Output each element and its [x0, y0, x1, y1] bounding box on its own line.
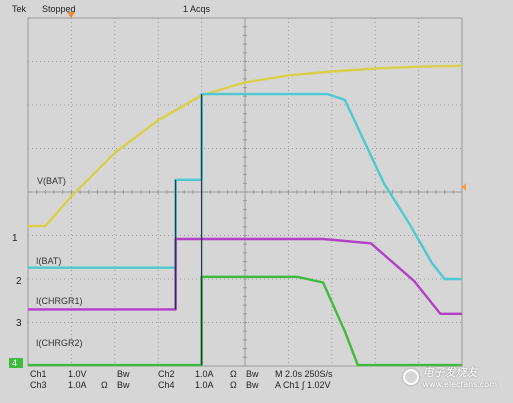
ch3-marker: 3	[16, 318, 22, 329]
ch3-name: Ch3	[30, 380, 47, 390]
ichrgr1-label: I(CHRGR1)	[36, 296, 83, 306]
ch2-name: Ch2	[158, 369, 175, 379]
ch4-name: Ch4	[158, 380, 175, 390]
waveform-traces	[28, 64, 463, 367]
ch4-marker-box	[9, 358, 23, 368]
brand-label: Tek	[12, 4, 27, 14]
timebase-readout: M 2.0s 250S/s	[275, 369, 333, 379]
ch4-bandwidth: Bw	[246, 380, 259, 390]
trigger-position-marker	[67, 12, 75, 18]
ichrgr2-label: I(CHRGR2)	[36, 338, 83, 348]
ch4-impedance: Ω	[230, 380, 237, 390]
scope-header: Tek Stopped 1 Acqs	[0, 0, 513, 18]
watermark-text: 电子发烧友	[422, 366, 478, 379]
acquisition-state: Stopped	[42, 4, 76, 14]
trigger-level-marker	[462, 183, 466, 191]
ch2-bandwidth: Bw	[246, 369, 259, 379]
trigger-readout: A Ch1 ∫ 1.02V	[275, 380, 331, 390]
vbat-trace	[28, 64, 463, 228]
ch3-impedance: Ω	[101, 380, 108, 390]
vbat-label: V(BAT)	[37, 176, 66, 186]
ch3-bandwidth: Bw	[117, 380, 130, 390]
ibat-label: I(BAT)	[36, 256, 61, 266]
ch1-scale: 1.0V	[68, 369, 87, 379]
acquisition-count: 1 Acqs	[183, 4, 211, 14]
ch4-scale: 1.0A	[195, 380, 214, 390]
ch2-marker: 2	[16, 276, 22, 287]
trace-labels: V(BAT) I(BAT) I(CHRGR1) I(CHRGR2)	[36, 176, 83, 348]
ch1-name: Ch1	[30, 369, 47, 379]
ch3-scale: 1.0A	[68, 380, 87, 390]
ch1-bandwidth: Bw	[117, 369, 130, 379]
watermark-site: www.elecfans.com	[422, 380, 498, 389]
channel-readout: Ch1 1.0V Bw Ch2 1.0A Ω Bw M 2.0s 250S/s …	[0, 366, 513, 403]
ch2-impedance: Ω	[230, 369, 237, 379]
ch2-scale: 1.0A	[195, 369, 214, 379]
graticule	[27, 17, 463, 367]
watermark-logo-icon	[402, 368, 419, 385]
watermark: 电子发烧友 www.elecfans.com	[402, 364, 498, 389]
ch4-marker: 4	[12, 358, 17, 368]
ch1-marker: 1	[12, 233, 18, 244]
channel-markers: 1 2 3 4	[9, 233, 23, 368]
